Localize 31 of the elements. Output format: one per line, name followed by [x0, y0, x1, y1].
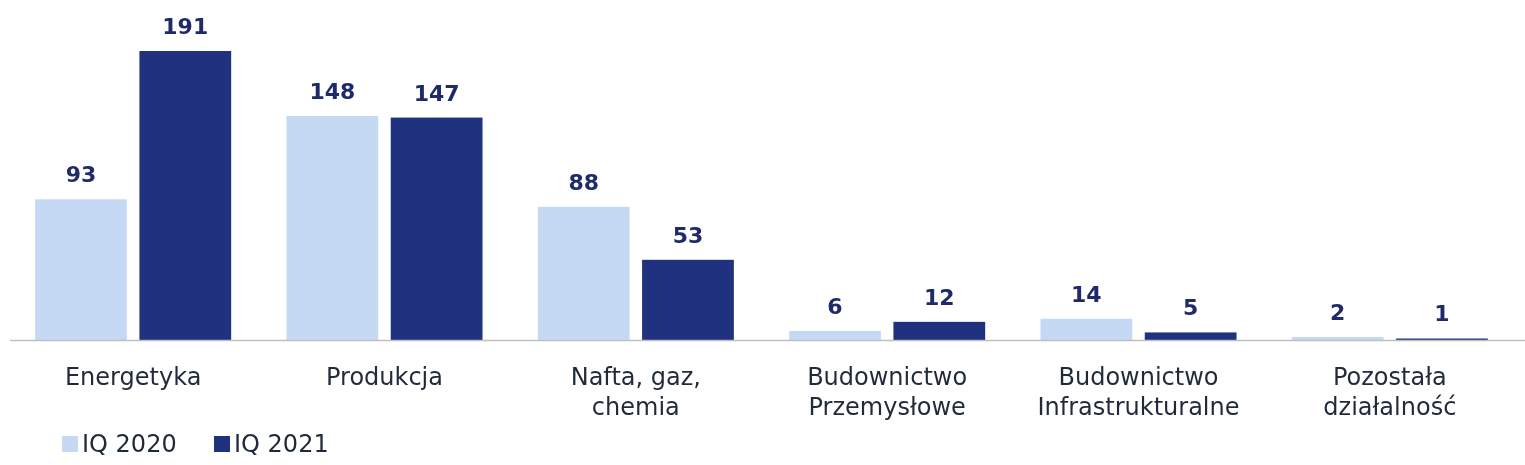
data-label: 5 [1182, 295, 1199, 321]
bar [286, 116, 379, 340]
x-tick-label: Produkcja [325, 363, 443, 391]
bar [537, 206, 630, 340]
data-label: 148 [309, 79, 356, 105]
data-label: 53 [672, 222, 704, 248]
legend-label: IQ 2020 [82, 430, 177, 458]
legend-label: IQ 2021 [234, 430, 329, 458]
bar [35, 199, 127, 340]
x-tick-label: Pozostała działalność [1323, 363, 1457, 421]
data-label: 93 [65, 162, 97, 188]
x-tick-label: Budownictwo Infrastrukturalne [1037, 363, 1240, 421]
bar [1144, 332, 1237, 340]
x-tick-label: Energetyka [64, 363, 202, 391]
data-label: 191 [162, 14, 209, 39]
x-tick-label: Nafta, gaz, chemia [570, 363, 701, 421]
bar [789, 330, 881, 340]
bar [390, 117, 483, 340]
data-label: 14 [1071, 281, 1102, 307]
bar [139, 51, 232, 340]
bar [1040, 318, 1133, 340]
data-label: 12 [924, 284, 955, 310]
data-label: 6 [827, 293, 843, 319]
bar [642, 259, 734, 340]
data-label: 88 [568, 169, 599, 195]
data-label: 147 [413, 80, 460, 106]
bar [1291, 336, 1384, 340]
data-label: 2 [1330, 299, 1346, 325]
bar [893, 321, 986, 340]
x-tick-label: Budownictwo Przemysłowe [807, 363, 968, 421]
data-label: 1 [1434, 301, 1450, 327]
